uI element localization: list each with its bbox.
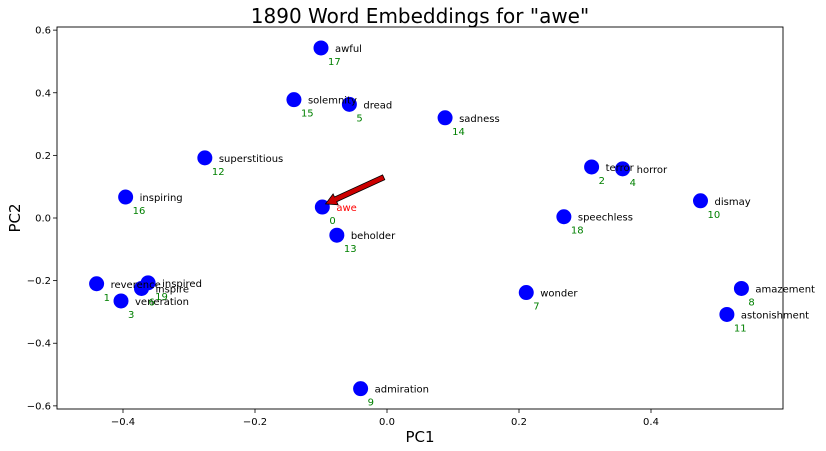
- scatter-point: [693, 193, 708, 209]
- index-label: 12: [212, 167, 225, 178]
- word-label: awe: [336, 203, 356, 214]
- y-tick-label: −0.4: [27, 339, 51, 350]
- index-label: 6: [148, 297, 154, 308]
- word-label: amazement: [755, 284, 815, 295]
- index-label: 19: [155, 292, 168, 303]
- word-label: reverence: [111, 280, 161, 291]
- plot-frame: [56, 26, 784, 410]
- y-tick-label: 0.2: [35, 151, 51, 162]
- index-label: 14: [452, 127, 465, 138]
- arrow-layer: [324, 174, 386, 206]
- pointer-arrow: [324, 174, 386, 206]
- index-label: 15: [301, 109, 314, 120]
- index-label: 10: [708, 210, 721, 221]
- scatter-point: [518, 285, 534, 301]
- word-label: superstitious: [219, 154, 283, 165]
- word-label: admiration: [375, 385, 429, 396]
- y-tick-label: −0.6: [27, 401, 51, 412]
- word-label: inspiring: [140, 193, 183, 204]
- index-label: 5: [356, 113, 362, 124]
- index-label: 0: [329, 216, 335, 227]
- scatter-point: [353, 381, 369, 397]
- y-tick-label: −0.2: [27, 276, 51, 287]
- scatter-point: [556, 209, 572, 225]
- word-label: veneration: [135, 297, 189, 308]
- scatter-point: [313, 40, 329, 56]
- word-label: inspire: [155, 284, 189, 295]
- scatter-point: [437, 110, 453, 126]
- index-label: 8: [748, 297, 754, 308]
- index-label: 7: [533, 302, 539, 313]
- index-label: 17: [328, 57, 341, 68]
- index-label: 18: [571, 226, 584, 237]
- scatter-point: [733, 280, 749, 296]
- scatter-point: [140, 275, 156, 291]
- word-label: sadness: [459, 114, 500, 125]
- y-tick-label: 0.0: [35, 214, 51, 225]
- word-label: horror: [637, 165, 668, 176]
- x-tick-label: −0.2: [243, 417, 267, 428]
- word-label: wonder: [540, 289, 578, 300]
- x-tick-label: −0.4: [111, 417, 135, 428]
- word-label: speechless: [578, 213, 633, 224]
- word-label: inspired: [162, 279, 202, 290]
- word-label: astonishment: [741, 310, 809, 321]
- x-tick-label: 0.2: [511, 417, 527, 428]
- index-label: 9: [368, 398, 374, 409]
- index-label: 4: [630, 178, 636, 189]
- x-axis: −0.4 −0.2 0.0 0.2 0.4: [111, 409, 659, 428]
- chart-title: 1890 Word Embeddings for "awe": [251, 4, 589, 28]
- scatter-point: [118, 189, 134, 205]
- word-label: beholder: [351, 231, 396, 242]
- x-tick-label: 0.0: [379, 417, 395, 428]
- index-label: 1: [104, 293, 110, 304]
- word-label: awful: [335, 44, 362, 55]
- word-label: solemnity: [308, 96, 357, 107]
- scatter-point: [615, 161, 631, 177]
- y-tick-label: 0.6: [35, 26, 51, 37]
- word-label: terror: [606, 163, 635, 174]
- scatter-point: [719, 306, 735, 322]
- scatter-point: [584, 159, 600, 175]
- x-tick-label: 0.4: [643, 417, 659, 428]
- x-axis-title: PC1: [405, 428, 434, 446]
- index-label: 11: [734, 323, 747, 334]
- scatter-point: [286, 92, 302, 108]
- y-axis-title: PC2: [6, 203, 24, 232]
- index-label: 2: [599, 176, 605, 187]
- y-axis: 0.6 0.4 0.2 0.0 −0.2 −0.4 −0.6: [27, 26, 57, 412]
- scatter-point: [197, 150, 213, 166]
- index-label: 13: [344, 244, 357, 255]
- scatter-point: [341, 96, 357, 112]
- scatter-point: [113, 293, 129, 309]
- word-label: dismay: [715, 197, 751, 208]
- y-tick-label: 0.4: [35, 88, 51, 99]
- scatter-point: [89, 276, 105, 292]
- index-label: 3: [128, 310, 134, 321]
- scatter-point: [329, 227, 345, 243]
- word-label: dread: [363, 100, 392, 111]
- points-layer: [89, 40, 749, 397]
- index-label: 16: [133, 206, 146, 217]
